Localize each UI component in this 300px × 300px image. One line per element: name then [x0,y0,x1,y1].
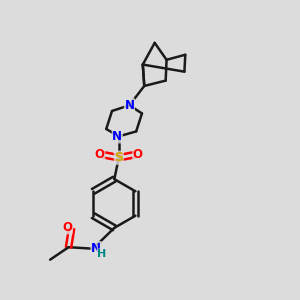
Text: N: N [112,130,122,143]
Text: O: O [133,148,143,161]
Text: S: S [114,151,123,164]
Text: O: O [95,148,105,161]
Text: H: H [97,249,106,259]
Text: N: N [124,99,134,112]
Text: O: O [62,221,72,234]
Text: N: N [91,242,101,255]
